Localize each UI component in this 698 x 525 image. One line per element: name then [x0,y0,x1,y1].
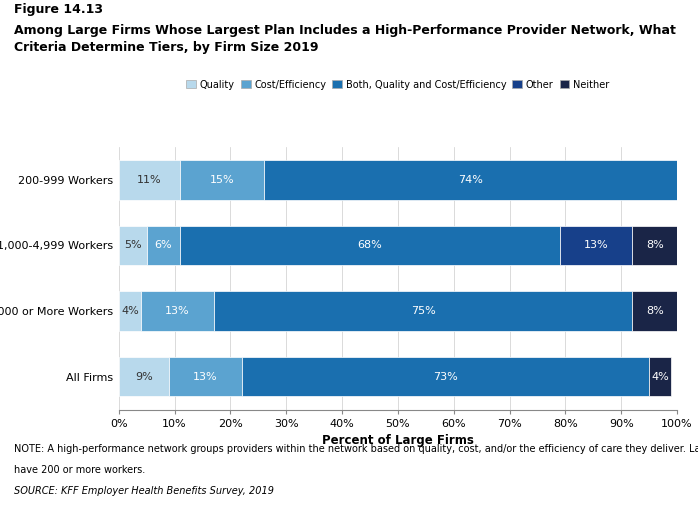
Text: 73%: 73% [433,372,458,382]
Text: 5%: 5% [124,240,142,250]
Bar [147,226,180,265]
Text: Figure 14.13: Figure 14.13 [14,3,103,16]
Bar [214,291,632,331]
Text: 13%: 13% [165,306,190,316]
Text: 8%: 8% [646,306,664,316]
Text: 68%: 68% [357,240,383,250]
Text: Among Large Firms Whose Largest Plan Includes a High-Performance Provider Networ: Among Large Firms Whose Largest Plan Inc… [14,24,676,54]
Text: 13%: 13% [584,240,609,250]
Text: 74%: 74% [458,175,483,185]
Bar [180,160,264,200]
Bar [632,291,677,331]
Text: 6%: 6% [154,240,172,250]
Bar [119,226,147,265]
Bar [264,160,677,200]
Bar [242,357,649,396]
Text: 8%: 8% [646,240,664,250]
Bar [141,291,214,331]
Text: have 200 or more workers.: have 200 or more workers. [14,465,145,475]
Bar [180,226,560,265]
Legend: Quality, Cost/Efficiency, Both, Quality and Cost/Efficiency, Other, Neither: Quality, Cost/Efficiency, Both, Quality … [182,76,614,93]
X-axis label: Percent of Large Firms: Percent of Large Firms [322,434,474,447]
Text: 15%: 15% [209,175,235,185]
Text: 4%: 4% [121,306,139,316]
Bar [119,357,169,396]
Text: 9%: 9% [135,372,153,382]
Text: NOTE: A high-performance network groups providers within the network based on qu: NOTE: A high-performance network groups … [14,444,698,454]
Bar [649,357,671,396]
Text: SOURCE: KFF Employer Health Benefits Survey, 2019: SOURCE: KFF Employer Health Benefits Sur… [14,486,274,496]
Text: 75%: 75% [410,306,436,316]
Text: 4%: 4% [651,372,669,382]
Bar [169,357,242,396]
Text: 11%: 11% [137,175,162,185]
Bar [632,226,677,265]
Bar [560,226,632,265]
Text: 13%: 13% [193,372,218,382]
Bar [119,160,180,200]
Bar [119,291,141,331]
